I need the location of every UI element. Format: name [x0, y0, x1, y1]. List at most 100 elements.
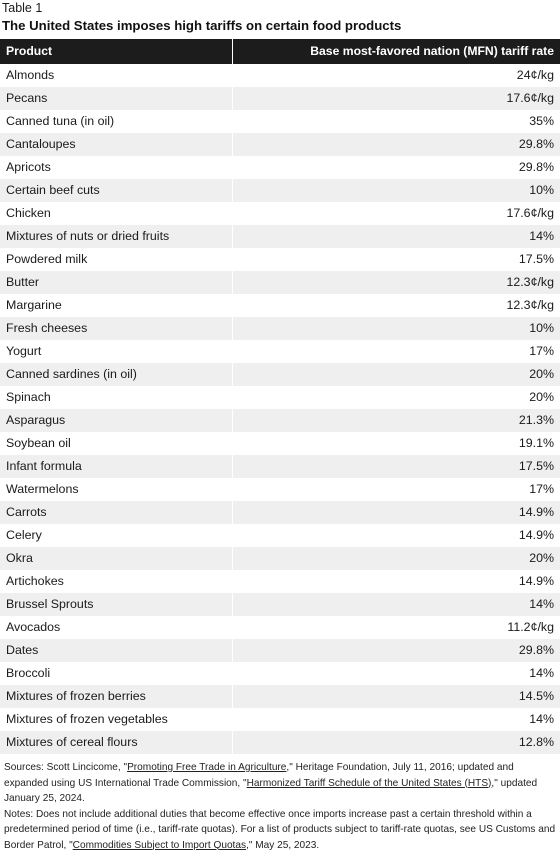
- product-cell: Brussel Sprouts: [0, 593, 232, 616]
- rate-cell: 17%: [231, 478, 560, 501]
- product-cell: Mixtures of frozen vegetables: [0, 708, 232, 731]
- rate-cell: 20%: [231, 386, 560, 409]
- rate-cell: 14.5%: [231, 685, 560, 708]
- table-row: Brussel Sprouts 14%: [0, 593, 560, 616]
- table-row: Canned tuna (in oil) 35%: [0, 110, 560, 133]
- product-cell: Apricots: [0, 156, 232, 179]
- table-row: Canned sardines (in oil) 20%: [0, 363, 560, 386]
- product-cell: Pecans: [0, 87, 232, 110]
- product-cell: Chicken: [0, 202, 232, 225]
- sources-prefix: Sources: Scott Lincicome, ": [4, 762, 128, 773]
- table-row: Watermelons 17%: [0, 478, 560, 501]
- table-row: Almonds 24¢/kg: [0, 64, 560, 87]
- rate-cell: 21.3%: [231, 409, 560, 432]
- table-row: Dates 29.8%: [0, 639, 560, 662]
- product-cell: Butter: [0, 271, 232, 294]
- table-row: Carrots 14.9%: [0, 501, 560, 524]
- product-cell: Avocados: [0, 616, 232, 639]
- product-cell: Artichokes: [0, 570, 232, 593]
- rate-cell: 14%: [231, 662, 560, 685]
- notes-prefix: Notes: Does not include additional dutie…: [4, 808, 556, 851]
- product-cell: Yogurt: [0, 340, 232, 363]
- table-row: Infant formula 17.5%: [0, 455, 560, 478]
- table-row: Mixtures of nuts or dried fruits 14%: [0, 225, 560, 248]
- notes-note: Notes: Does not include additional dutie…: [4, 807, 558, 854]
- source-link-hts[interactable]: Harmonized Tariff Schedule of the United…: [246, 777, 492, 789]
- table-row: Spinach 20%: [0, 386, 560, 409]
- rate-cell: 10%: [231, 179, 560, 202]
- table-label: Table 1: [2, 1, 43, 15]
- header-row: Product Base most-favored nation (MFN) t…: [0, 39, 560, 64]
- table-row: Mixtures of frozen berries 14.5%: [0, 685, 560, 708]
- product-cell: Mixtures of cereal flours: [0, 731, 232, 754]
- rate-cell: 12.3¢/kg: [231, 294, 560, 317]
- table-row: Pecans 17.6¢/kg: [0, 87, 560, 110]
- table-row: Fresh cheeses 10%: [0, 317, 560, 340]
- product-cell: Certain beef cuts: [0, 179, 232, 202]
- rate-cell: 20%: [231, 363, 560, 386]
- rate-cell: 11.2¢/kg: [231, 616, 560, 639]
- table-title: The United States imposes high tariffs o…: [2, 18, 402, 33]
- rate-cell: 17.5%: [231, 248, 560, 271]
- table-row: Broccoli 14%: [0, 662, 560, 685]
- product-cell: Canned sardines (in oil): [0, 363, 232, 386]
- product-cell: Mixtures of frozen berries: [0, 685, 232, 708]
- notes-suffix: ," May 25, 2023.: [246, 839, 320, 851]
- table-row: Apricots 29.8%: [0, 156, 560, 179]
- table-body: Almonds 24¢/kg Pecans 17.6¢/kg Canned tuna (…: [0, 64, 560, 754]
- rate-cell: 35%: [231, 110, 560, 133]
- tariff-table: Product Base most-favored nation (MFN) t…: [0, 39, 560, 754]
- footnotes: Sources: Scott Lincicome, "Promoting Fre…: [4, 760, 558, 853]
- rate-cell: 20%: [231, 547, 560, 570]
- rate-cell: 10%: [231, 317, 560, 340]
- table-row: Margarine 12.3¢/kg: [0, 294, 560, 317]
- product-cell: Broccoli: [0, 662, 232, 685]
- product-cell: Fresh cheeses: [0, 317, 232, 340]
- product-cell: Carrots: [0, 501, 232, 524]
- table-row: Artichokes 14.9%: [0, 570, 560, 593]
- rate-cell: 12.8%: [231, 731, 560, 754]
- sources-suffix: ," updated January 25, 2024.: [4, 777, 538, 805]
- product-cell: Celery: [0, 524, 232, 547]
- table-row: Powdered milk 17.5%: [0, 248, 560, 271]
- sources-note: Sources: Scott Lincicome, "Promoting Fre…: [4, 760, 558, 807]
- table-row: Cantaloupes 29.8%: [0, 133, 560, 156]
- rate-cell: 14%: [231, 708, 560, 731]
- rate-cell: 29.8%: [231, 639, 560, 662]
- product-cell: Soybean oil: [0, 432, 232, 455]
- product-cell: Okra: [0, 547, 232, 570]
- rate-cell: 14.9%: [231, 524, 560, 547]
- table-row: Okra 20%: [0, 547, 560, 570]
- rate-cell: 14%: [231, 225, 560, 248]
- product-cell: Dates: [0, 639, 232, 662]
- header-rate: Base most-favored nation (MFN) tariff ra…: [231, 39, 560, 64]
- sources-middle: ," Heritage Foundation, July 11, 2016; u…: [4, 762, 514, 789]
- product-cell: Canned tuna (in oil): [0, 110, 232, 133]
- rate-cell: 24¢/kg: [231, 64, 560, 87]
- rate-cell: 17.5%: [231, 455, 560, 478]
- product-cell: Powdered milk: [0, 248, 232, 271]
- rate-cell: 14.9%: [231, 570, 560, 593]
- product-cell: Asparagus: [0, 409, 232, 432]
- table-row: Asparagus 21.3%: [0, 409, 560, 432]
- table-row: Soybean oil 19.1%: [0, 432, 560, 455]
- source-link-free-trade[interactable]: Promoting Free Trade in Agriculture: [127, 762, 287, 773]
- product-cell: Spinach: [0, 386, 232, 409]
- product-cell: Watermelons: [0, 478, 232, 501]
- rate-cell: 29.8%: [231, 156, 560, 179]
- rate-cell: 29.8%: [231, 133, 560, 156]
- rate-cell: 14%: [231, 593, 560, 616]
- table-row: Certain beef cuts 10%: [0, 179, 560, 202]
- product-cell: Cantaloupes: [0, 133, 232, 156]
- rate-cell: 14.9%: [231, 501, 560, 524]
- table-row: Mixtures of frozen vegetables 14%: [0, 708, 560, 731]
- product-cell: Mixtures of nuts or dried fruits: [0, 225, 232, 248]
- table-row: Mixtures of cereal flours 12.8%: [0, 731, 560, 754]
- header-product: Product: [0, 39, 232, 64]
- rate-cell: 17%: [231, 340, 560, 363]
- product-cell: Infant formula: [0, 455, 232, 478]
- product-cell: Almonds: [0, 64, 232, 87]
- notes-link-quotas[interactable]: Commodities Subject to Import Quotas: [72, 839, 247, 851]
- table-row: Celery 14.9%: [0, 524, 560, 547]
